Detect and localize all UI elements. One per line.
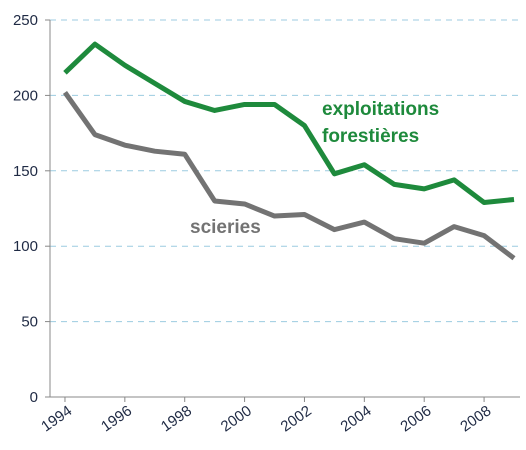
y-tick-label: 50 [21, 314, 38, 331]
y-tick-label: 100 [13, 238, 38, 255]
line [62, 90, 516, 261]
line [63, 41, 515, 205]
y-tick-label: 0 [30, 389, 38, 406]
x-tick-label: 2008 [457, 402, 494, 435]
series-label: scieries [190, 217, 261, 238]
x-tick-label: 2000 [218, 402, 255, 435]
x-tick-label: 1994 [38, 402, 75, 435]
x-tick-label: 2006 [397, 402, 434, 435]
y-tick-label: 200 [13, 87, 38, 104]
x-tick-label: 1996 [98, 402, 135, 435]
series-label: exploitations forestières [322, 99, 440, 147]
y-tick-label: 150 [13, 163, 38, 180]
x-tick-label: 1998 [158, 402, 195, 435]
x-tick-label: 2004 [338, 402, 375, 435]
x-tick-label: 2002 [278, 402, 315, 435]
y-tick-label: 250 [13, 12, 38, 29]
